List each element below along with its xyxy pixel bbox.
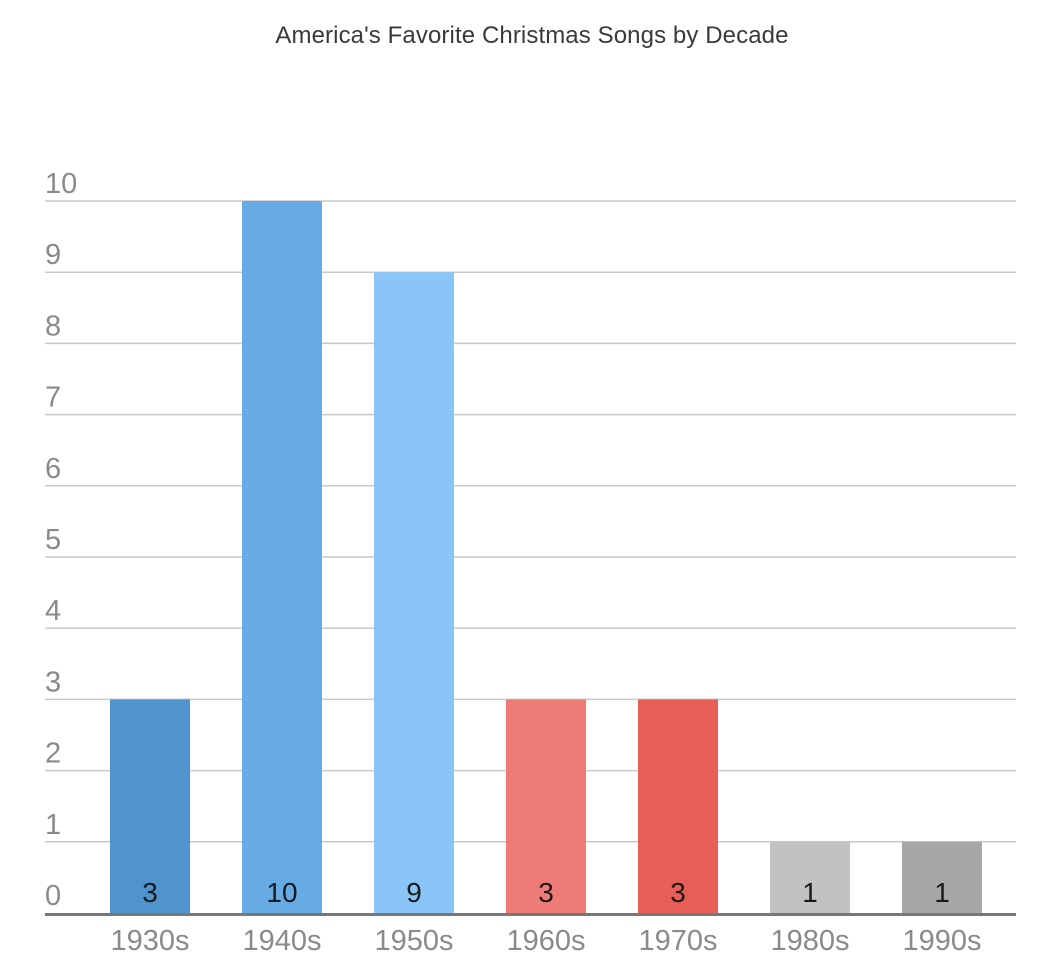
x-tick-label: 1930s (110, 925, 189, 957)
bar (638, 699, 718, 913)
x-tick-label: 1970s (638, 925, 717, 957)
data-label: 3 (670, 877, 686, 908)
data-label: 3 (538, 877, 554, 908)
data-label: 9 (406, 877, 422, 908)
data-label: 3 (142, 877, 158, 908)
bar (374, 272, 454, 913)
bar (770, 841, 850, 913)
y-tick-label: 7 (45, 382, 61, 414)
y-tick-label: 0 (45, 880, 61, 912)
bar (110, 699, 190, 913)
x-tick-label: 1980s (770, 925, 849, 957)
y-tick-label: 4 (45, 595, 61, 627)
data-label: 1 (934, 877, 950, 908)
y-tick-label: 6 (45, 453, 61, 485)
y-tick-label: 3 (45, 666, 61, 698)
bar (506, 699, 586, 913)
bar (902, 841, 982, 913)
data-label: 10 (266, 877, 297, 908)
y-tick-label: 5 (45, 524, 61, 556)
y-tick-label: 10 (45, 168, 77, 200)
x-tick-label: 1940s (242, 925, 321, 957)
x-tick-label: 1950s (374, 925, 453, 957)
data-label: 1 (802, 877, 818, 908)
x-tick-label: 1990s (902, 925, 981, 957)
y-tick-label: 8 (45, 310, 61, 342)
y-tick-label: 1 (45, 809, 61, 841)
x-tick-label: 1960s (506, 925, 585, 957)
y-tick-label: 9 (45, 239, 61, 271)
chart-title: America's Favorite Christmas Songs by De… (275, 22, 789, 49)
y-tick-label: 2 (45, 738, 61, 770)
bar (242, 201, 322, 913)
